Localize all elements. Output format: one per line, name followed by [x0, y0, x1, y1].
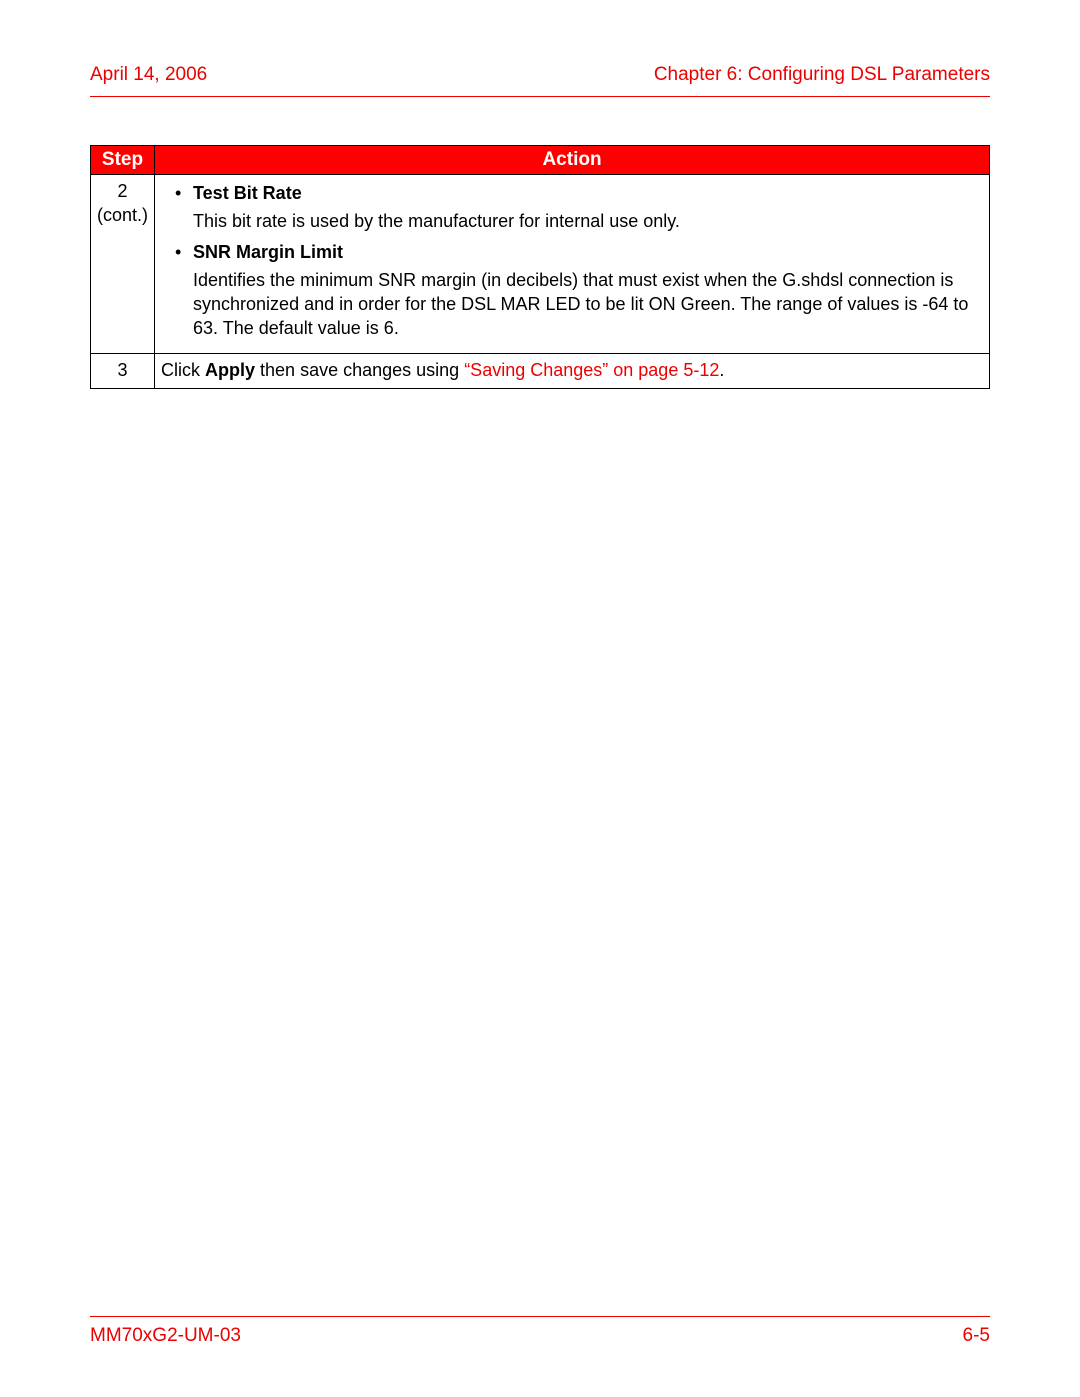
- bullet-dot-icon: •: [175, 181, 193, 205]
- bullet-item: • SNR Margin Limit: [175, 240, 983, 264]
- action-text-suffix: .: [719, 360, 724, 380]
- page-footer: MM70xG2-UM-03 6-5: [90, 1316, 990, 1347]
- step-number: 2: [118, 181, 128, 201]
- header-date: April 14, 2006: [90, 64, 207, 86]
- footer-doc-id: MM70xG2-UM-03: [90, 1325, 241, 1347]
- page: April 14, 2006 Chapter 6: Configuring DS…: [0, 0, 1080, 1397]
- page-header: April 14, 2006 Chapter 6: Configuring DS…: [90, 64, 990, 86]
- action-text-bold: Apply: [205, 360, 255, 380]
- step-cell: 2 (cont.): [91, 175, 155, 354]
- action-text-mid: then save changes using: [255, 360, 464, 380]
- bullet-body: Identifies the minimum SNR margin (in de…: [193, 268, 983, 341]
- action-cell: • Test Bit Rate This bit rate is used by…: [155, 175, 990, 354]
- table-header-row: Step Action: [91, 146, 990, 175]
- bullet-item: • Test Bit Rate: [175, 181, 983, 205]
- table-row: 3 Click Apply then save changes using “S…: [91, 353, 990, 388]
- bullet-title: Test Bit Rate: [193, 181, 302, 205]
- step-number: 3: [118, 360, 128, 380]
- action-cell: Click Apply then save changes using “Sav…: [155, 353, 990, 388]
- header-rule: [90, 96, 990, 97]
- procedure-table: Step Action 2 (cont.) • Test Bit Rate Th…: [90, 145, 990, 389]
- footer-rule: [90, 1316, 990, 1317]
- bullet-title: SNR Margin Limit: [193, 240, 343, 264]
- table-row: 2 (cont.) • Test Bit Rate This bit rate …: [91, 175, 990, 354]
- col-header-step: Step: [91, 146, 155, 175]
- step-cell: 3: [91, 353, 155, 388]
- header-chapter: Chapter 6: Configuring DSL Parameters: [654, 64, 990, 86]
- action-text-prefix: Click: [161, 360, 205, 380]
- col-header-action: Action: [155, 146, 990, 175]
- footer-row: MM70xG2-UM-03 6-5: [90, 1325, 990, 1347]
- bullet-dot-icon: •: [175, 240, 193, 264]
- bullet-body: This bit rate is used by the manufacture…: [193, 209, 983, 233]
- cross-ref-link[interactable]: “Saving Changes” on page 5-12: [464, 360, 719, 380]
- step-cont: (cont.): [97, 205, 148, 225]
- footer-page-number: 6-5: [963, 1325, 990, 1347]
